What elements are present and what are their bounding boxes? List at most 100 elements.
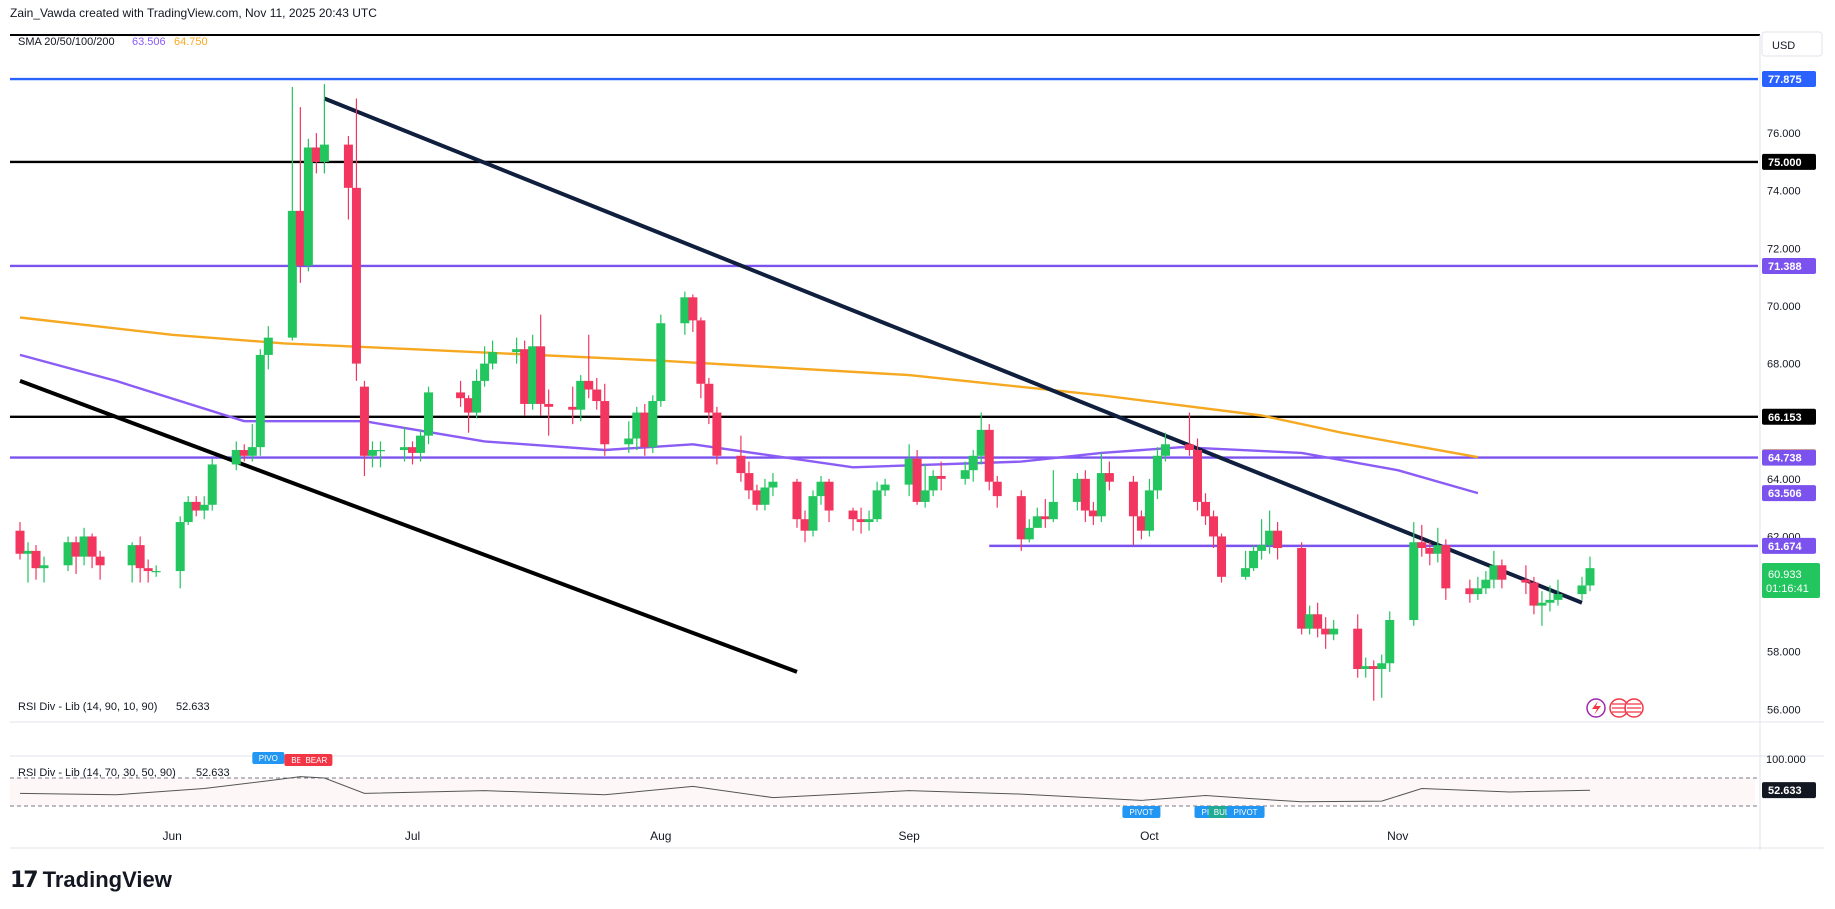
- price-label-box: [1762, 153, 1816, 170]
- price-label-box: [1762, 71, 1816, 88]
- candle-body: [39, 565, 49, 569]
- candle-body: [712, 412, 722, 456]
- candle-body: [1249, 550, 1259, 569]
- candle-body: [824, 481, 834, 511]
- candle-body: [648, 401, 658, 448]
- candle-body: [744, 473, 754, 491]
- candle-body: [1425, 548, 1435, 554]
- candle-body: [624, 438, 634, 445]
- candle-body: [736, 455, 746, 474]
- candle-body: [1441, 545, 1451, 589]
- candle-body: [375, 450, 385, 452]
- candle-body: [1040, 516, 1050, 520]
- candle-body: [512, 349, 522, 353]
- tradingview-logo-icon: 17: [10, 867, 39, 893]
- candle-body: [656, 323, 666, 402]
- candle-body: [303, 147, 313, 266]
- candle-body: [1128, 481, 1138, 517]
- rsi-marker-box: [1122, 806, 1161, 818]
- countdown-value: 01:16:41: [1766, 583, 1809, 595]
- candles: [15, 84, 1595, 701]
- tradingview-logo-text: TradingView: [42, 867, 172, 892]
- candle-body: [1361, 666, 1371, 670]
- candle-body: [95, 556, 105, 566]
- flash-icon-glyph: [1592, 701, 1601, 715]
- rsi-marker-text: PIVO: [259, 754, 278, 763]
- candle-body: [1537, 602, 1547, 606]
- candle-body: [1016, 496, 1026, 540]
- candle-body: [1433, 545, 1443, 554]
- candle-body: [23, 550, 33, 554]
- price-label-text: 77.875: [1768, 74, 1802, 86]
- candle-body: [696, 320, 706, 384]
- price-label-text: 63.506: [1768, 488, 1802, 500]
- rsi-marker-text: PIVOT: [1129, 808, 1153, 817]
- candle-body: [79, 536, 89, 557]
- candle-body: [568, 406, 578, 410]
- candle-body: [528, 346, 538, 404]
- candle-body: [183, 501, 193, 523]
- candle-body: [536, 346, 546, 404]
- candle-body: [632, 412, 642, 439]
- rsi-legend-2-value: 52.633: [196, 767, 230, 779]
- candle-body: [1545, 599, 1555, 603]
- candle-body: [592, 389, 602, 402]
- price-axis-ticks: 76.00074.00072.00070.00068.00064.00062.0…: [1767, 128, 1801, 716]
- candle-body: [31, 550, 41, 569]
- candle-body: [1096, 473, 1106, 517]
- currency-button[interactable]: [1761, 31, 1823, 57]
- candle-body: [1305, 614, 1315, 629]
- candle-body: [848, 510, 858, 520]
- price-tick-label: 64.000: [1767, 474, 1801, 486]
- candle-body: [1369, 666, 1379, 670]
- us-flag-stripes: [1612, 703, 1641, 713]
- candle-body: [912, 458, 922, 502]
- price-tick-label: 76.000: [1767, 128, 1801, 140]
- tradingview-logo[interactable]: 17 TradingView: [10, 867, 172, 893]
- candle-body: [15, 530, 25, 554]
- candle-body: [968, 455, 978, 471]
- candle-body: [856, 519, 866, 523]
- candle-body: [472, 380, 482, 413]
- candle-body: [1521, 579, 1531, 583]
- rsi-legend-1-name: RSI Div - Lib (14, 90, 10, 90): [18, 701, 157, 713]
- candle-body: [544, 403, 554, 407]
- candle-body: [1048, 501, 1058, 520]
- candle-body: [311, 147, 321, 162]
- trend-line-1: [19, 379, 798, 674]
- candle-body: [640, 412, 650, 448]
- candle-body: [151, 571, 161, 573]
- candle-body: [1297, 548, 1307, 629]
- rsi-top-value: 100.000: [1766, 754, 1806, 766]
- candle-body: [1201, 501, 1211, 517]
- candle-body: [760, 487, 770, 505]
- candle-body: [1184, 444, 1194, 451]
- time-axis-label: Oct: [1140, 829, 1159, 843]
- candle-body: [1144, 490, 1154, 531]
- candle-body: [1024, 527, 1034, 540]
- candle-body: [456, 392, 466, 399]
- candle-body: [1273, 530, 1283, 548]
- rsi-marker-text: BEAR: [305, 756, 327, 765]
- candle-body: [1385, 620, 1395, 664]
- rsi-marker-box: [252, 752, 285, 764]
- candle-body: [920, 490, 930, 502]
- candle-body: [87, 536, 97, 557]
- rsi-legend-1-value: 52.633: [176, 701, 210, 713]
- price-tick-label: 74.000: [1767, 186, 1801, 198]
- candle-body: [1585, 568, 1595, 586]
- candle-body: [1409, 542, 1419, 621]
- candle-body: [399, 447, 409, 451]
- rsi-marker-text: PIVOT: [1234, 808, 1258, 817]
- candle-body: [255, 354, 265, 448]
- candle-body: [1152, 455, 1162, 491]
- candle-body: [1313, 614, 1323, 629]
- price-label-text: 61.674: [1768, 541, 1803, 553]
- current-price-label: [1762, 563, 1820, 598]
- candle-body: [584, 380, 594, 390]
- candle-body: [191, 501, 201, 511]
- rsi-marker-box: [300, 754, 333, 766]
- candle-body: [359, 386, 369, 456]
- candle-body: [1321, 628, 1331, 635]
